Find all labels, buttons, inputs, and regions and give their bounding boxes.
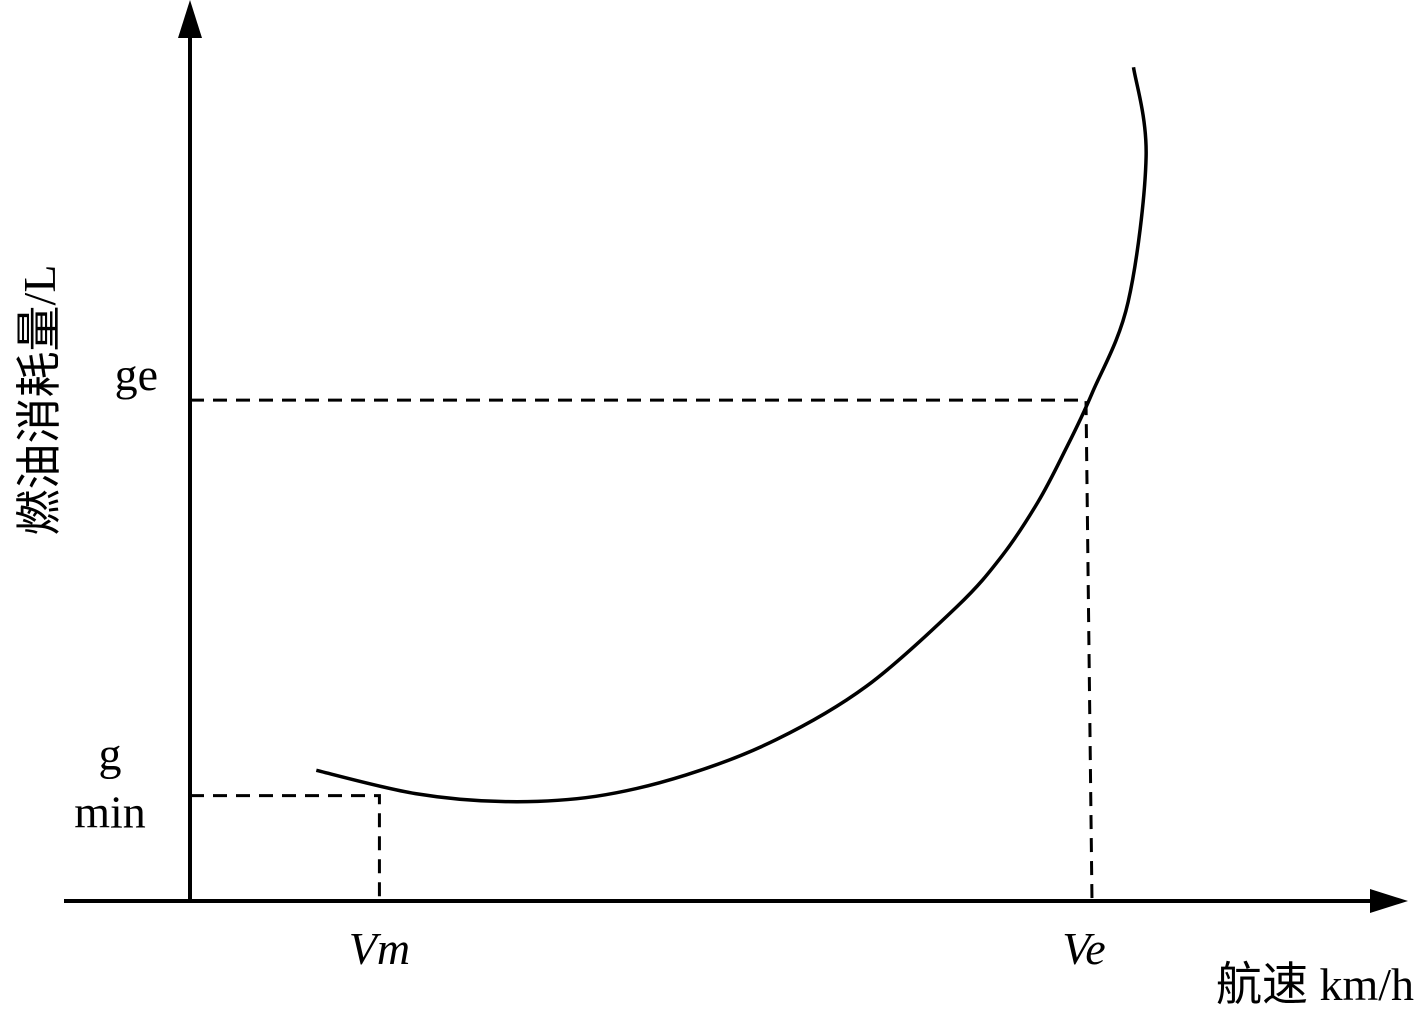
y-tick-ge: ge	[115, 349, 158, 400]
x-axis-arrow	[1370, 889, 1408, 913]
vm-guide-lines	[190, 794, 381, 901]
fuel-consumption-curve	[315, 67, 1148, 804]
ve-guide-lines	[190, 398, 1094, 902]
x-axis-label: 航速 km/h	[1216, 959, 1414, 1010]
x-tick-ve: Ve	[1062, 923, 1105, 974]
y-tick-gmin-part: min	[74, 787, 146, 838]
y-axis-label: 燃油消耗量/L	[14, 265, 65, 536]
y-tick-gmin: g min	[74, 729, 146, 838]
y-tick-gmin-part: g	[99, 729, 122, 780]
y-axis-arrow	[178, 0, 202, 38]
x-tick-vm: Vm	[349, 923, 410, 974]
